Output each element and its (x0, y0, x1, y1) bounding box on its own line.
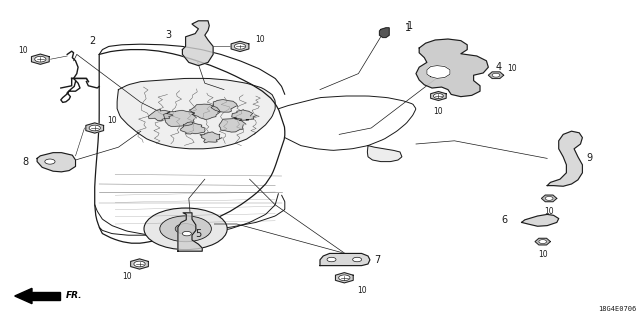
Text: 8: 8 (22, 156, 28, 167)
Text: 10: 10 (122, 272, 132, 281)
Polygon shape (380, 28, 389, 37)
Polygon shape (535, 238, 550, 245)
Circle shape (545, 196, 553, 200)
Circle shape (327, 257, 336, 262)
Text: 1: 1 (407, 21, 413, 31)
Text: 2: 2 (90, 36, 96, 46)
Text: 10: 10 (255, 35, 264, 44)
Circle shape (339, 275, 350, 281)
Circle shape (134, 261, 145, 267)
Circle shape (492, 73, 500, 77)
Circle shape (353, 257, 362, 262)
Polygon shape (178, 213, 202, 251)
Polygon shape (320, 253, 370, 266)
Polygon shape (164, 110, 196, 126)
Polygon shape (148, 109, 173, 121)
Polygon shape (182, 21, 213, 66)
Circle shape (45, 159, 55, 164)
Polygon shape (232, 110, 257, 120)
Circle shape (160, 216, 211, 242)
Polygon shape (211, 100, 238, 112)
Text: 10: 10 (433, 107, 444, 116)
Text: 10: 10 (507, 64, 516, 73)
Text: 3: 3 (165, 30, 172, 40)
Polygon shape (37, 153, 76, 172)
Polygon shape (522, 214, 559, 226)
Polygon shape (31, 54, 49, 64)
Polygon shape (86, 123, 104, 133)
Polygon shape (541, 195, 557, 202)
Text: 4: 4 (496, 62, 502, 72)
Polygon shape (117, 78, 275, 149)
Text: 10: 10 (108, 116, 117, 125)
Polygon shape (15, 288, 32, 304)
Circle shape (433, 93, 444, 99)
Polygon shape (431, 92, 446, 100)
Text: 18G4E0706: 18G4E0706 (598, 306, 637, 312)
Polygon shape (547, 131, 582, 186)
Polygon shape (427, 66, 450, 78)
Polygon shape (416, 39, 488, 97)
Circle shape (35, 56, 46, 62)
Text: 7: 7 (374, 255, 381, 265)
Circle shape (175, 224, 196, 234)
Circle shape (234, 44, 246, 49)
Text: 1: 1 (404, 23, 411, 33)
Circle shape (89, 125, 100, 131)
Text: 10: 10 (18, 46, 28, 55)
Circle shape (144, 208, 227, 250)
Polygon shape (335, 273, 353, 283)
Circle shape (539, 240, 547, 244)
Polygon shape (231, 41, 249, 52)
Polygon shape (488, 72, 504, 78)
Polygon shape (189, 104, 220, 119)
Polygon shape (131, 259, 148, 269)
Text: 10: 10 (538, 250, 548, 259)
Text: 10: 10 (544, 207, 554, 216)
Polygon shape (180, 122, 205, 134)
Circle shape (182, 231, 191, 236)
Text: 6: 6 (501, 215, 508, 225)
Polygon shape (219, 118, 246, 132)
Text: 10: 10 (357, 286, 367, 295)
Polygon shape (200, 132, 222, 143)
Text: FR.: FR. (66, 292, 83, 300)
Polygon shape (367, 146, 402, 162)
Polygon shape (32, 292, 60, 300)
Text: 5: 5 (195, 228, 202, 239)
Text: 9: 9 (586, 153, 593, 164)
